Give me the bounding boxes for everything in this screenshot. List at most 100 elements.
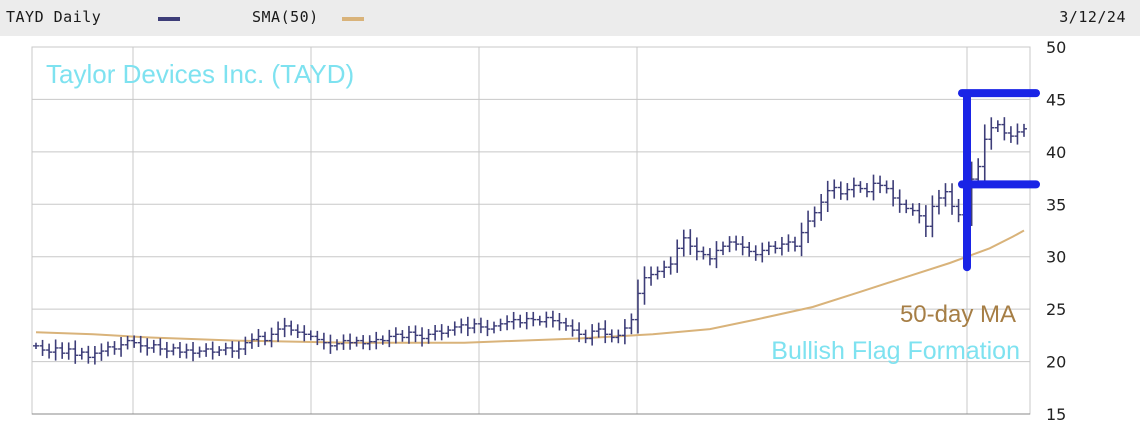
price-bar [360, 335, 367, 350]
price-bar [137, 335, 144, 353]
price-bar [275, 321, 282, 342]
price-bar [33, 342, 39, 349]
price-bar [320, 332, 327, 350]
y-tick-label: 15 [1046, 405, 1066, 424]
y-axis-labels: 15 20 25 30 35 40 45 50 [1046, 38, 1066, 424]
price-bar [667, 256, 674, 275]
price-bar [562, 317, 569, 331]
price-bar [720, 241, 727, 256]
price-bar [1021, 123, 1027, 137]
price-bar [307, 330, 314, 341]
price-bar [425, 329, 432, 344]
price-bar [144, 338, 151, 356]
price-bar [85, 345, 92, 364]
price-bar [909, 203, 916, 216]
price-bar [791, 236, 798, 252]
price-bar [72, 340, 79, 364]
price-bar [818, 194, 825, 221]
price-bar [628, 313, 635, 335]
price-bar [831, 179, 838, 199]
y-tick-label: 40 [1046, 143, 1066, 162]
price-bar [870, 174, 877, 201]
price-bar [255, 328, 262, 347]
pattern-annotation: Bullish Flag Formation [771, 337, 1020, 365]
price-bar [634, 279, 641, 334]
price-bar [621, 319, 628, 345]
price-bar [844, 183, 851, 201]
price-bar [235, 341, 242, 359]
price-bar [523, 312, 530, 330]
price-bar [104, 341, 111, 357]
price-bar [176, 342, 183, 359]
price-bar [353, 336, 360, 347]
price-bar [759, 242, 766, 263]
price-bar [333, 339, 340, 351]
price-bar [811, 206, 818, 228]
price-bar [262, 331, 269, 346]
price-bar [314, 330, 321, 346]
sma-legend-swatch [342, 17, 364, 21]
price-bar [216, 346, 223, 357]
price-bar [242, 336, 249, 356]
price-bars [33, 117, 1027, 365]
price-bar [366, 335, 373, 351]
y-tick-label: 25 [1046, 300, 1066, 319]
price-bar [857, 181, 864, 193]
price-bar [392, 327, 399, 344]
price-bar [288, 320, 295, 336]
price-bar [170, 343, 177, 356]
price-bar [883, 180, 890, 194]
y-tick-label: 45 [1046, 90, 1066, 109]
price-bar [281, 317, 288, 338]
price-bar [1014, 123, 1021, 145]
price-bar [52, 339, 59, 361]
price-bar [798, 222, 805, 257]
price-bar [837, 181, 844, 200]
price-bar [124, 335, 131, 350]
price-bar [183, 343, 190, 359]
price-bar [39, 339, 46, 356]
price-bar [929, 195, 936, 238]
price-bar [150, 339, 157, 353]
price-bar [157, 338, 164, 356]
price-bar [419, 327, 426, 347]
price-bar [497, 318, 504, 332]
price-bar [209, 341, 216, 360]
price-bar [890, 180, 897, 207]
price-bar [477, 317, 484, 334]
y-tick-label: 50 [1046, 38, 1066, 57]
price-bar [576, 322, 583, 343]
price-bar [131, 335, 138, 348]
price-bar [222, 342, 229, 356]
ma-annotation: 50-day MA [900, 301, 1016, 328]
price-bar [301, 325, 308, 342]
price-bar [510, 311, 517, 330]
price-bar [432, 324, 439, 341]
price-bar [399, 330, 406, 342]
chart-header: TAYD Daily SMA(50) 3/12/24 [0, 0, 1140, 36]
price-bar [955, 198, 962, 223]
price-bar [530, 311, 537, 327]
y-tick-label: 20 [1046, 353, 1066, 372]
price-bar [163, 341, 170, 359]
price-bar [65, 342, 72, 360]
price-bar [733, 235, 740, 251]
y-tick-label: 30 [1046, 248, 1066, 267]
y-tick-label: 35 [1046, 195, 1066, 214]
price-bar [517, 314, 524, 328]
chart-title: Taylor Devices Inc. (TAYD) [46, 59, 354, 89]
price-bar [98, 343, 105, 361]
price-bar [877, 175, 884, 194]
price-bar [752, 245, 759, 261]
price-bar [713, 241, 720, 269]
price-bar [379, 335, 386, 345]
price-bar [190, 341, 197, 362]
price-bar [59, 342, 66, 359]
price-bar [602, 320, 609, 344]
price-bar [988, 117, 995, 150]
price-bar [118, 336, 125, 357]
price-bar [805, 210, 812, 244]
price-bar [641, 266, 648, 305]
price-bar [935, 189, 942, 215]
price-bar [785, 234, 792, 252]
